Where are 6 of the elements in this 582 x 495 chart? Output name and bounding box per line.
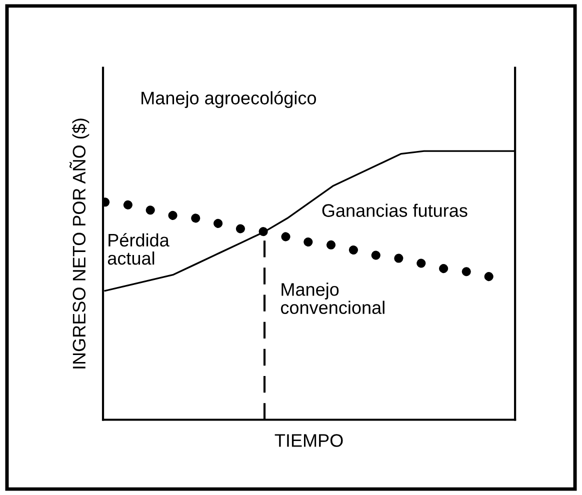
y-axis-title: INGRESO NETO POR AÑO ($) [70,118,90,368]
annotation: Pérdida actual [108,233,170,265]
annotation: Manejo convencional [280,282,384,314]
text: Manejo agroecológico [142,90,316,108]
annotation: Ganancias futuras [322,204,468,217]
x-axis-title: TIEMPO [274,434,343,447]
